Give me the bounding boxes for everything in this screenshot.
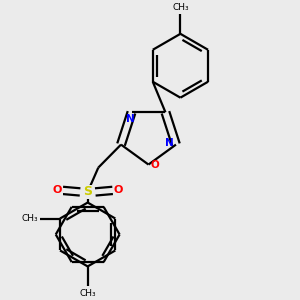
Text: N: N bbox=[165, 138, 174, 148]
Text: O: O bbox=[113, 185, 123, 195]
Text: O: O bbox=[151, 160, 160, 170]
Text: CH₃: CH₃ bbox=[21, 214, 38, 223]
Text: O: O bbox=[52, 185, 62, 195]
Text: CH₃: CH₃ bbox=[172, 3, 189, 12]
Text: N: N bbox=[126, 114, 134, 124]
Text: CH₃: CH₃ bbox=[80, 289, 96, 298]
Text: S: S bbox=[83, 185, 92, 198]
